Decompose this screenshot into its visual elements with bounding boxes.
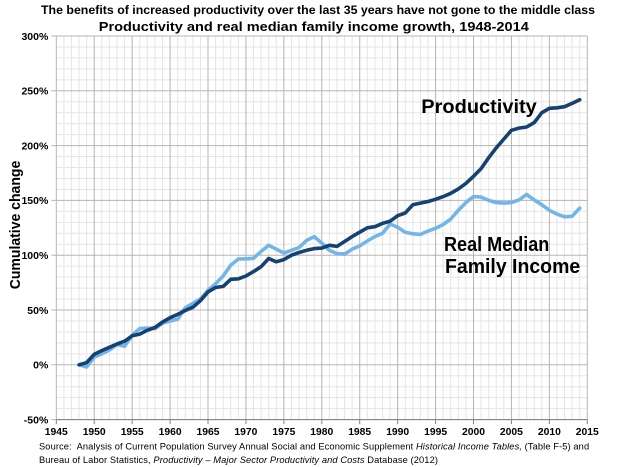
svg-text:Source: Analysis of Current P: Source: Analysis of Current Population S… (39, 442, 589, 452)
svg-text:300%: 300% (21, 31, 49, 43)
svg-text:2000: 2000 (462, 426, 485, 438)
svg-text:1985: 1985 (348, 426, 371, 438)
svg-text:1970: 1970 (234, 426, 257, 438)
svg-text:Productivity and real median f: Productivity and real median family inco… (99, 20, 529, 34)
svg-text:2010: 2010 (538, 426, 561, 438)
svg-text:-50%: -50% (24, 414, 49, 426)
svg-text:2015: 2015 (576, 426, 599, 438)
svg-text:1960: 1960 (159, 426, 182, 438)
svg-text:1990: 1990 (386, 426, 409, 438)
svg-text:1950: 1950 (83, 426, 106, 438)
svg-text:Bureau of Labor Statistics, Pr: Bureau of Labor Statistics, Productivity… (39, 455, 438, 465)
svg-text:Real Median: Real Median (444, 234, 549, 256)
svg-text:150%: 150% (21, 195, 49, 207)
svg-text:100%: 100% (21, 250, 49, 262)
svg-text:Cumulative change: Cumulative change (8, 161, 24, 290)
svg-text:Productivity: Productivity (421, 97, 537, 118)
svg-text:1995: 1995 (424, 426, 447, 438)
svg-text:1980: 1980 (310, 426, 333, 438)
svg-text:1975: 1975 (272, 426, 295, 438)
svg-text:The benefits of increased prod: The benefits of increased productivity o… (41, 4, 595, 17)
svg-text:1955: 1955 (121, 426, 144, 438)
svg-text:200%: 200% (21, 140, 49, 152)
svg-text:1965: 1965 (197, 426, 220, 438)
svg-text:Family Income: Family Income (445, 256, 580, 278)
svg-text:2005: 2005 (500, 426, 523, 438)
svg-text:0%: 0% (33, 360, 49, 372)
svg-text:50%: 50% (27, 305, 49, 317)
svg-text:1945: 1945 (45, 426, 68, 438)
svg-text:250%: 250% (21, 86, 49, 98)
